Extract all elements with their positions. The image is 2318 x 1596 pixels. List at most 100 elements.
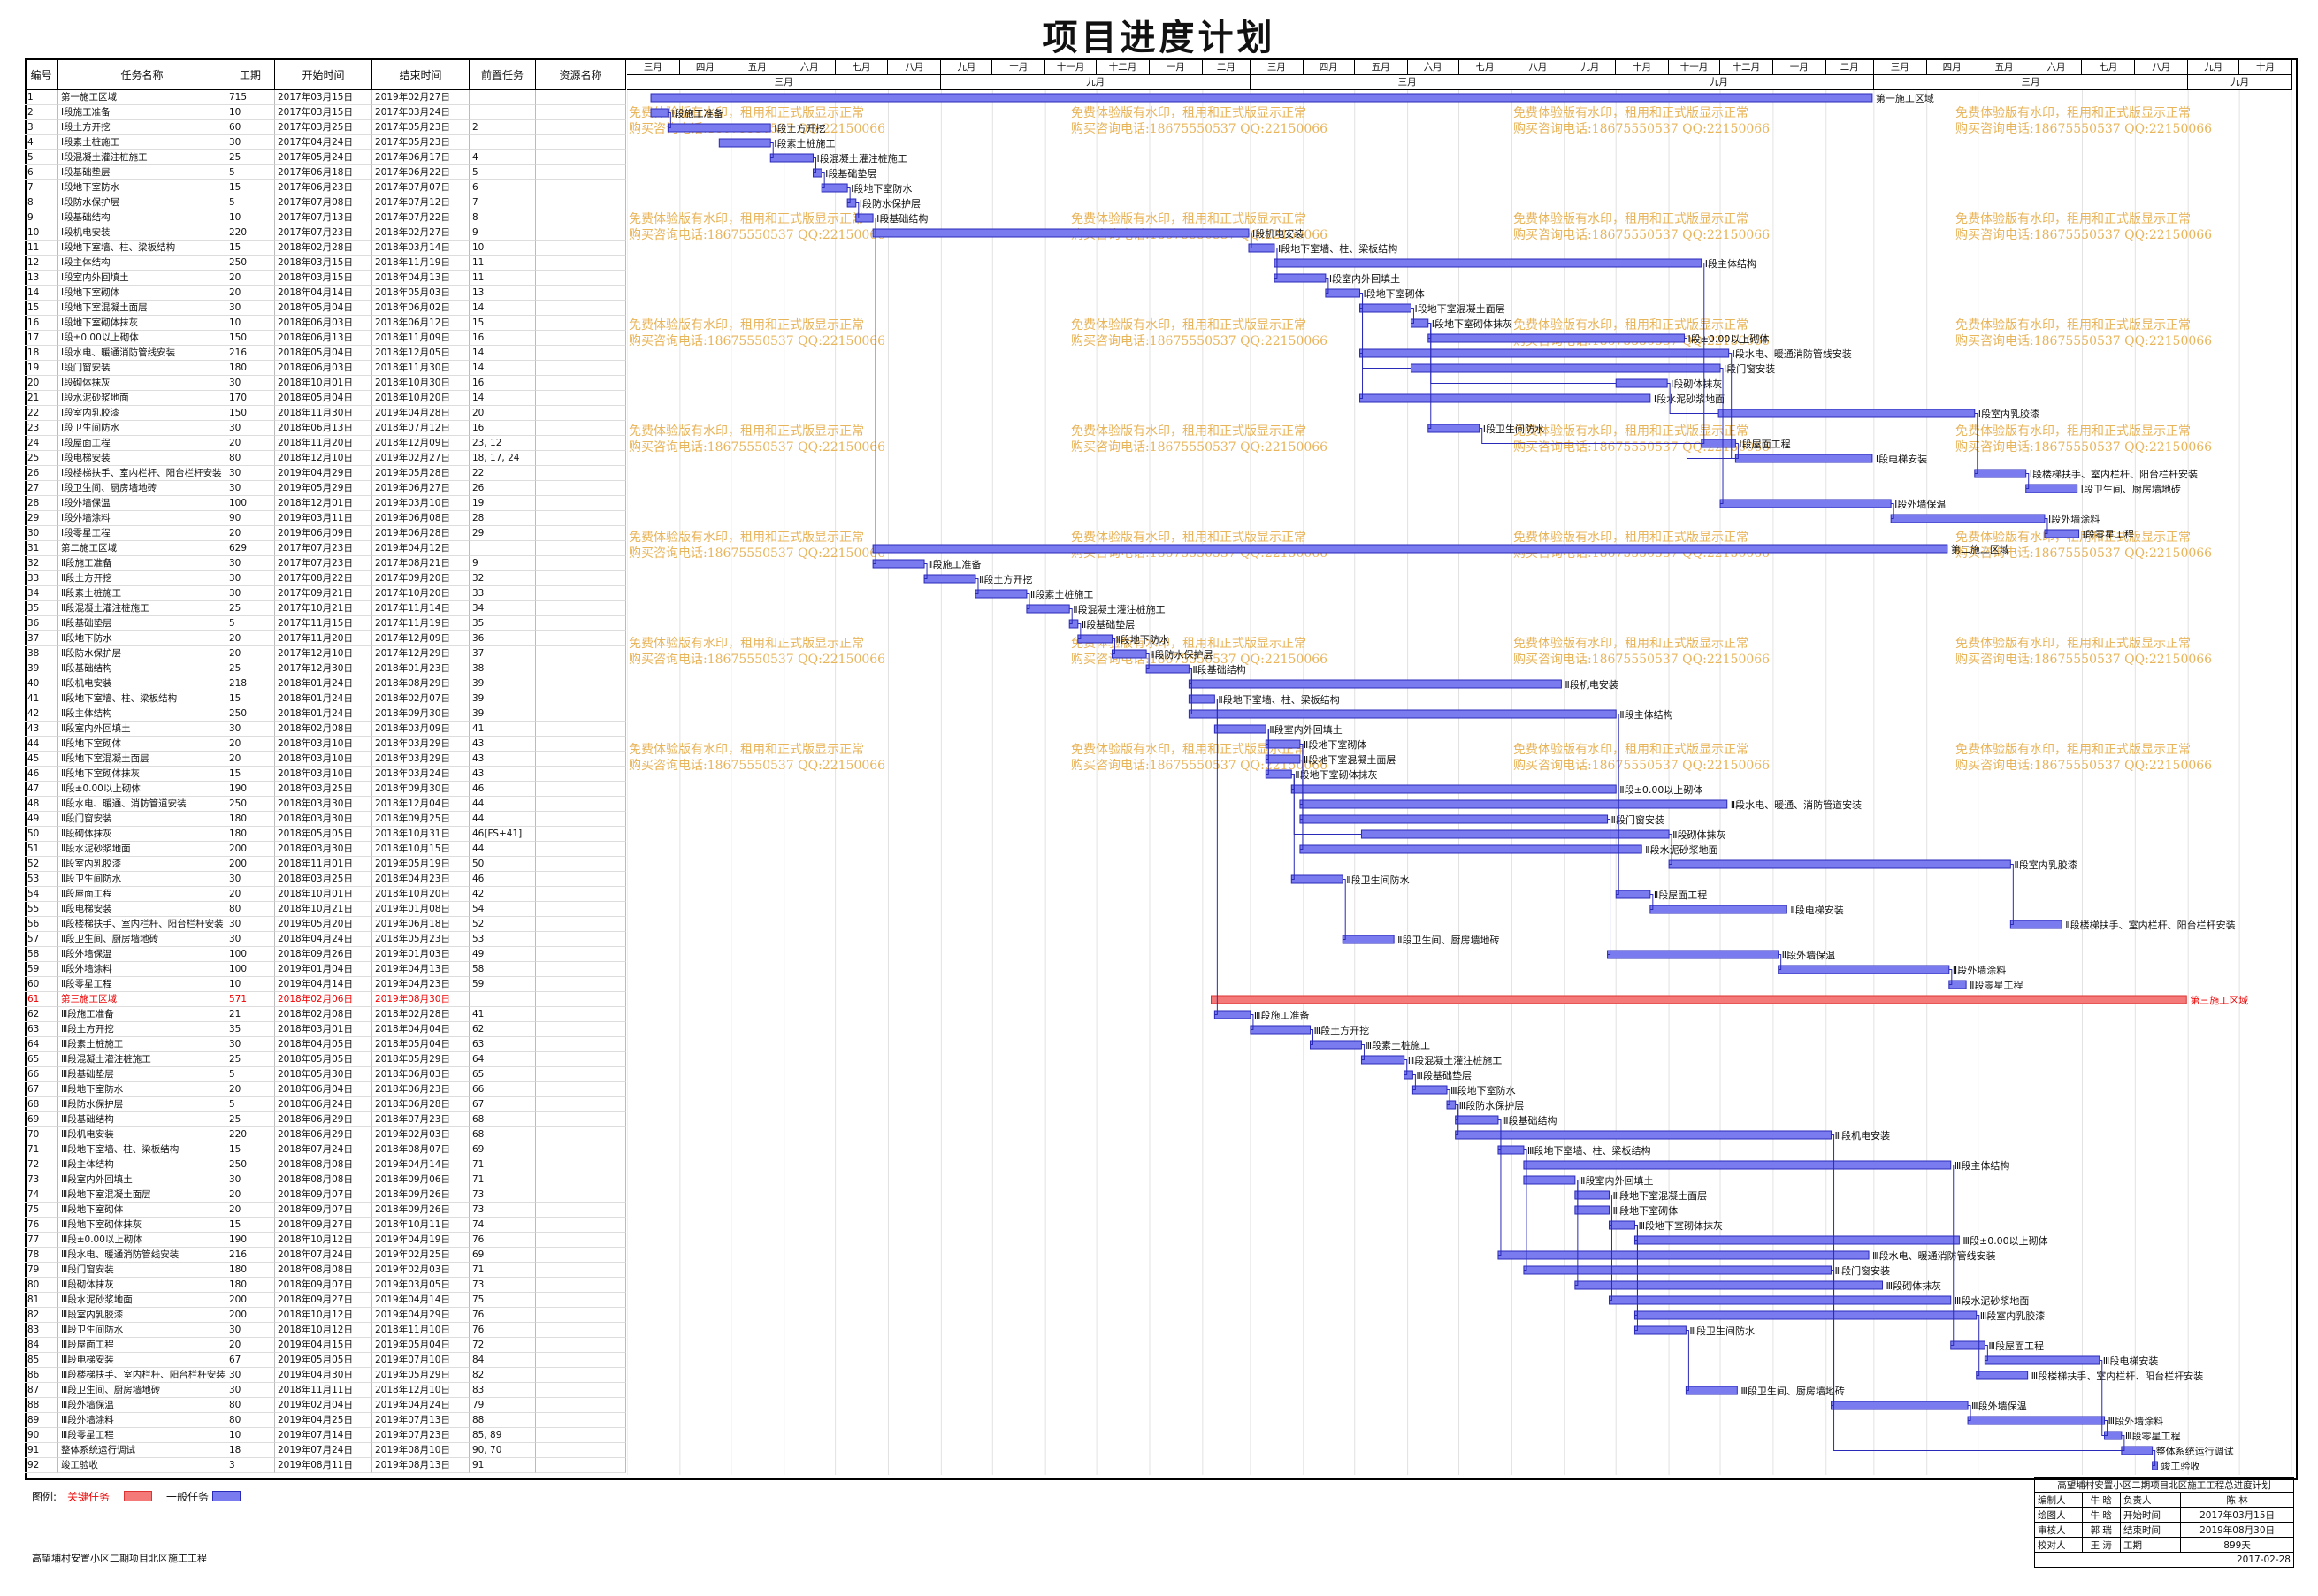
table-cell: 15 <box>226 180 275 195</box>
table-cell: 30 <box>226 586 275 601</box>
task-bar <box>1213 1010 1251 1019</box>
table-cell: Ⅰ段水泥砂浆地面 <box>58 391 226 406</box>
table-cell: 24 <box>25 436 58 451</box>
table-cell: 2018年03月09日 <box>372 722 470 737</box>
table-cell: 2017年06月23日 <box>275 180 372 195</box>
dependency-link <box>1985 1345 1988 1361</box>
table-cell <box>536 571 626 586</box>
table-cell: 17 <box>25 331 58 346</box>
table-cell: 2018年02月08日 <box>275 1007 372 1022</box>
table-cell: 2018年11月30日 <box>275 406 372 421</box>
table-cell <box>536 827 626 842</box>
dependency-link <box>1616 714 1619 895</box>
table-cell: 4 <box>470 150 536 165</box>
table-cell: 3 <box>226 1458 275 1473</box>
dependency-link <box>1250 1014 1254 1030</box>
table-cell: 190 <box>226 1233 275 1248</box>
dependency-link <box>2104 1420 2108 1436</box>
watermark-text: 免费体验版有水印，租用和正式版显示正常 <box>629 212 864 226</box>
task-bar-label: Ⅲ段卫生间、厨房墙地砖 <box>1740 1385 1845 1397</box>
table-cell: 2019年04月14日 <box>372 1157 470 1172</box>
table-cell <box>536 346 626 361</box>
table-cell: 2018年03月15日 <box>275 256 372 271</box>
table-cell: 220 <box>226 1127 275 1142</box>
table-cell: 5 <box>226 165 275 180</box>
table-cell: 180 <box>226 1263 275 1278</box>
table-cell: Ⅲ段地下室墙、柱、梁板结构 <box>58 1142 226 1157</box>
table-cell: Ⅰ段地下室砌体抹灰 <box>58 316 226 331</box>
table-cell: 76 <box>470 1233 536 1248</box>
table-cell <box>536 1248 626 1263</box>
table-cell: 2017年07月23日 <box>275 225 372 241</box>
task-bar-label: Ⅱ段砌体抹灰 <box>1672 829 1725 841</box>
table-cell: 85, 89 <box>470 1428 536 1443</box>
table-cell: 2018年10月01日 <box>275 376 372 391</box>
table-cell <box>536 646 626 661</box>
table-cell: 87 <box>25 1383 58 1398</box>
table-cell: 44 <box>470 842 536 857</box>
dependency-link <box>1778 954 1782 970</box>
table-cell: 3 <box>25 120 58 135</box>
task-bar-label: Ⅱ段地下室砌体抹灰 <box>1295 768 1377 781</box>
watermark-text: 免费体验版有水印，租用和正式版显示正常 <box>1955 318 2191 332</box>
table-cell: 61 <box>25 992 58 1007</box>
table-cell: 2019年04月29日 <box>275 466 372 481</box>
table-cell: 21 <box>226 1007 275 1022</box>
month-label: 十月 <box>2239 60 2292 75</box>
task-bar <box>1299 844 1642 854</box>
table-cell: 2017年07月23日 <box>275 541 372 556</box>
table-cell: 30 <box>226 932 275 947</box>
task-bar <box>1342 935 1395 944</box>
watermark-text: 免费体验版有水印，租用和正式版显示正常 <box>629 637 864 651</box>
table-cell <box>536 616 626 631</box>
task-bar <box>1188 694 1215 704</box>
table-cell <box>536 451 626 466</box>
dependency-link <box>1497 1119 1502 1256</box>
table-cell: 2018年06月28日 <box>372 1097 470 1112</box>
table-cell: 14 <box>470 301 536 316</box>
dependency-link <box>1609 1210 1612 1301</box>
task-bar-label: Ⅰ段卫生间防水 <box>1483 423 1544 435</box>
table-cell: 59 <box>470 977 536 992</box>
column-header: 前置任务 <box>470 60 536 90</box>
table-cell: Ⅰ段电梯安装 <box>58 451 226 466</box>
table-cell <box>470 135 536 150</box>
task-bar-label: Ⅱ段地下防水 <box>1115 633 1168 645</box>
table-cell: 2018年06月12日 <box>372 316 470 331</box>
table-cell: 2018年03月10日 <box>275 737 372 752</box>
table-cell: 30 <box>226 571 275 586</box>
table-cell: 2018年05月04日 <box>372 1037 470 1052</box>
task-bar-label: 竣工验收 <box>2161 1460 2199 1472</box>
task-bar-label: Ⅲ段室内外回填土 <box>1579 1174 1654 1187</box>
table-cell: 80 <box>226 1398 275 1413</box>
table-cell: 2019年05月29日 <box>372 1368 470 1383</box>
table-cell: 2018年03月15日 <box>275 271 372 286</box>
table-cell: 74 <box>25 1187 58 1203</box>
task-bar <box>1668 859 2011 869</box>
table-cell: 77 <box>25 1233 58 1248</box>
chart-frame <box>25 58 2298 1480</box>
task-bar <box>1455 1130 1832 1140</box>
table-cell: 2018年03月29日 <box>372 752 470 767</box>
table-cell: 54 <box>470 902 536 917</box>
table-cell: 2018年10月15日 <box>372 842 470 857</box>
watermark-text: 购买咨询电话:18675550537 QQ:22150066 <box>1071 759 1327 773</box>
task-bar-label: Ⅱ段土方开挖 <box>979 573 1032 585</box>
dependency-link <box>1720 368 1724 504</box>
table-cell: 2019年08月13日 <box>372 1458 470 1473</box>
table-cell: Ⅲ段零星工程 <box>58 1428 226 1443</box>
halfyear-label: 三月 <box>627 75 942 90</box>
watermark-text: 免费体验版有水印，租用和正式版显示正常 <box>1513 637 1748 651</box>
task-bar-label: Ⅲ段±0.00以上砌体 <box>1962 1234 2047 1247</box>
table-cell: 26 <box>470 481 536 496</box>
table-cell: Ⅱ段电梯安装 <box>58 902 226 917</box>
table-cell: 2018年01月24日 <box>275 676 372 691</box>
table-cell: 2019年07月23日 <box>372 1428 470 1443</box>
month-label: 十二月 <box>1097 60 1150 75</box>
watermark-text: 免费体验版有水印，租用和正式版显示正常 <box>1513 424 1748 439</box>
table-cell <box>536 466 626 481</box>
table-cell: 2017年11月19日 <box>372 616 470 631</box>
table-cell: 2017年03月24日 <box>372 105 470 120</box>
legend-label: 图例: <box>32 1491 57 1503</box>
month-label: 三月 <box>627 60 680 75</box>
